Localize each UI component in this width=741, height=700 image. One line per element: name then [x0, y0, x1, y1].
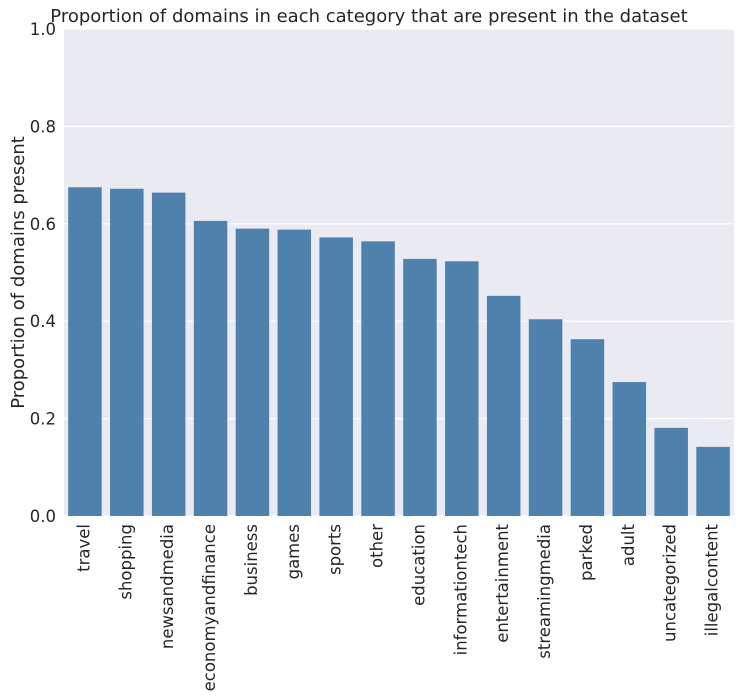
- x-tick-label: sports: [326, 524, 345, 575]
- bar-sports: [319, 237, 353, 516]
- y-tick-label: 0.4: [30, 312, 56, 331]
- x-tick-label: business: [242, 524, 261, 596]
- y-tick-labels: 0.0 0.2 0.4 0.6 0.8 1.0: [30, 20, 56, 526]
- bar-education: [403, 258, 437, 516]
- x-tick-labels: travel shopping newsandmedia economyandfina…: [74, 523, 721, 691]
- bar-economyandfinance: [193, 220, 228, 517]
- x-tick-label: informationtech: [451, 524, 470, 655]
- bar-business: [235, 228, 270, 517]
- chart-title: Proportion of domains in each category t…: [50, 6, 687, 27]
- bar-newsandmedia: [151, 192, 186, 516]
- bar-illegalcontent: [696, 446, 730, 516]
- x-tick-label: other: [368, 524, 387, 568]
- x-tick-label: entertainment: [493, 523, 512, 642]
- x-tick-label: games: [284, 524, 303, 579]
- y-tick-label: 1.0: [30, 20, 56, 39]
- bar-streamingmedia: [528, 319, 563, 516]
- x-tick-label: streamingmedia: [535, 524, 554, 659]
- y-tick-label: 0.2: [30, 410, 56, 429]
- x-tick-label: parked: [577, 524, 596, 581]
- x-tick-label: travel: [74, 524, 93, 572]
- bar-informationtech: [445, 261, 479, 516]
- y-tick-label: 0.6: [30, 215, 56, 234]
- bar-adult: [612, 382, 647, 516]
- y-axis-label: Proportion of domains present: [8, 136, 29, 409]
- bar-parked: [570, 339, 605, 516]
- y-tick-label: 0.0: [30, 507, 56, 526]
- x-tick-label: uncategorized: [661, 524, 680, 642]
- y-tick-label: 0.8: [30, 117, 56, 136]
- x-tick-label: newsandmedia: [158, 524, 177, 649]
- x-tick-label: shopping: [116, 524, 135, 600]
- bar-games: [277, 229, 312, 517]
- bar-entertainment: [486, 295, 521, 516]
- bar-travel: [68, 187, 102, 516]
- bar-other: [361, 241, 395, 516]
- bars: [68, 187, 730, 517]
- x-tick-label: economyandfinance: [200, 524, 219, 691]
- x-tick-label: education: [409, 524, 428, 606]
- x-tick-label: illegalcontent: [703, 523, 722, 636]
- bar-uncategorized: [654, 427, 688, 516]
- bar-shopping: [110, 188, 144, 516]
- x-tick-label: adult: [619, 523, 638, 566]
